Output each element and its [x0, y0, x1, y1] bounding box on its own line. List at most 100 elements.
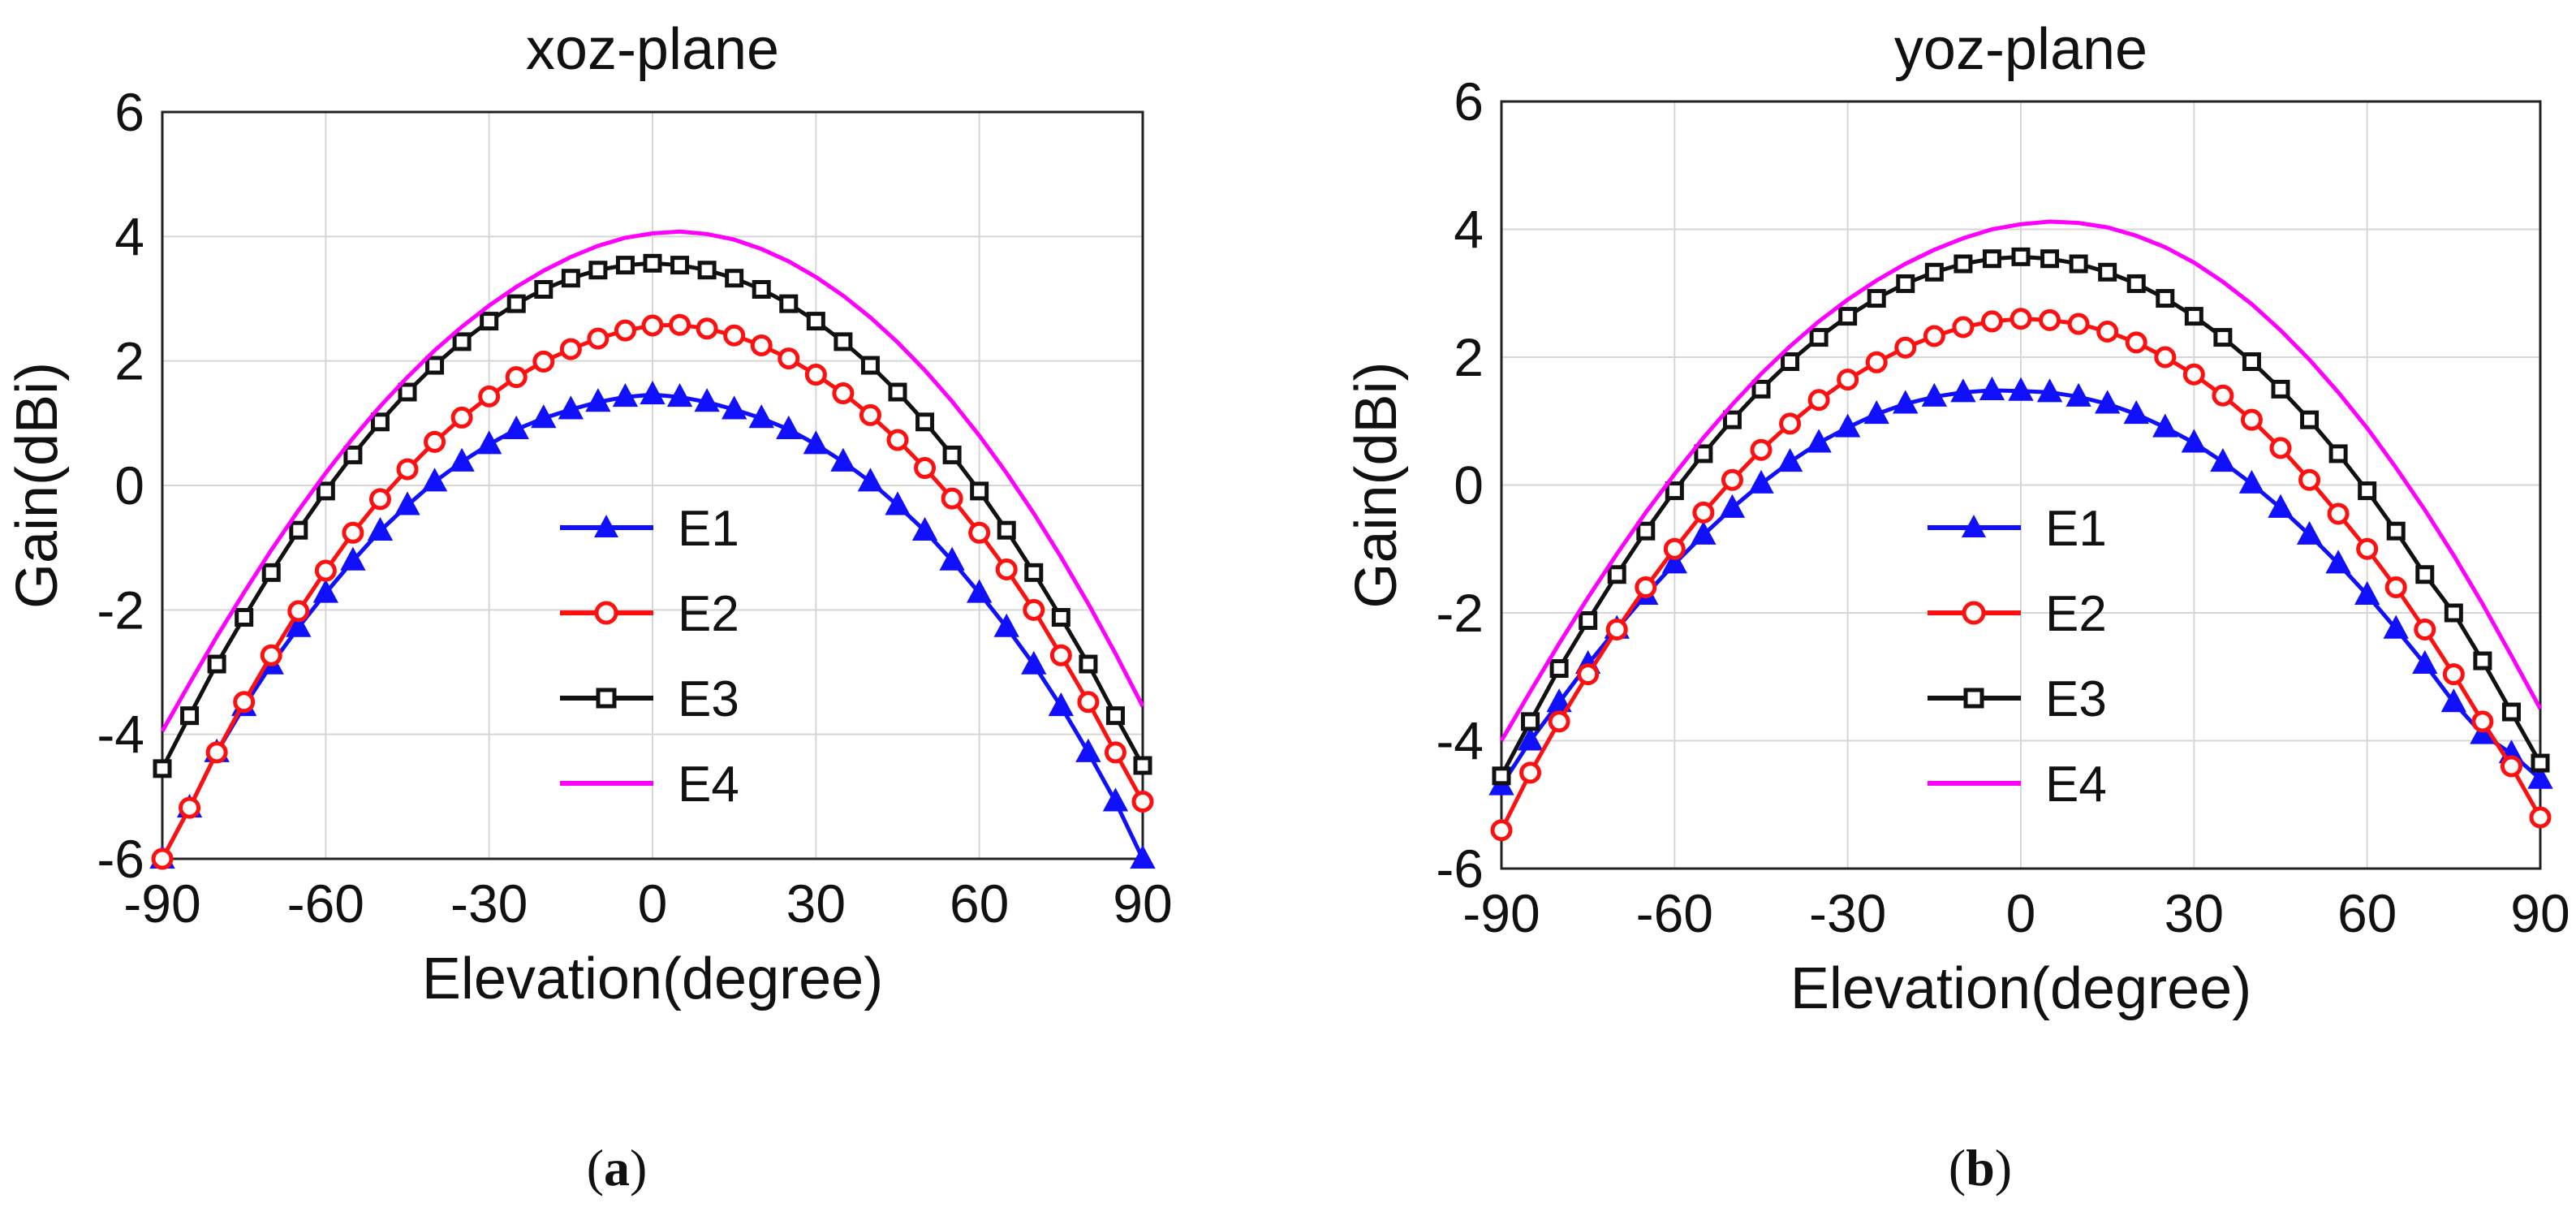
data-point-E1 — [367, 516, 394, 541]
data-point-E2 — [1692, 501, 1715, 524]
data-point-E1 — [531, 404, 557, 429]
data-point-E1 — [1950, 378, 1976, 403]
data-point-E2 — [1779, 412, 1802, 435]
data-point-E2 — [2356, 537, 2379, 560]
data-point-E3 — [1579, 610, 1598, 630]
series-line-E4 — [1499, 219, 2543, 742]
data-point-E1 — [2094, 390, 2121, 414]
data-point-E1 — [1777, 448, 1803, 472]
data-point-E1 — [1863, 399, 1889, 425]
data-point-E2 — [2212, 384, 2234, 407]
data-point-E1 — [2383, 614, 2409, 639]
data-point-E3 — [970, 481, 989, 501]
data-point-E3 — [316, 481, 335, 501]
x-tick-label: -60 — [287, 873, 364, 934]
data-point-E3 — [2386, 521, 2406, 541]
legend-label: E1 — [678, 501, 739, 557]
data-point-E3 — [2358, 481, 2377, 501]
data-point-E3 — [452, 332, 472, 351]
data-point-E3 — [942, 445, 962, 464]
data-point-E3 — [915, 412, 935, 432]
legend-item-E2: E2 — [560, 586, 739, 642]
data-point-E2 — [2500, 755, 2522, 778]
y-tick-label: -4 — [1436, 711, 1484, 771]
data-point-E2 — [614, 319, 636, 342]
data-point-E2 — [368, 488, 391, 511]
data-point-E1 — [885, 491, 911, 515]
data-point-E1 — [1661, 550, 1688, 574]
data-point-E2 — [1077, 691, 1100, 714]
data-point-E2 — [1923, 325, 1945, 347]
y-tick-label: 4 — [114, 206, 144, 266]
data-point-E2 — [1865, 351, 1888, 373]
data-point-E3 — [2415, 565, 2435, 584]
caption-paren-close: ) — [630, 1139, 647, 1197]
y-axis-label: Gain(dBi) — [1344, 361, 1409, 608]
series-line-E4 — [160, 229, 1145, 733]
data-point-E1 — [1748, 469, 1774, 494]
data-point-E2 — [669, 313, 691, 336]
plot-frame — [161, 110, 1144, 860]
data-point-E1 — [666, 383, 693, 407]
data-point-E1 — [503, 415, 529, 439]
data-point-E2 — [696, 317, 718, 340]
data-point-E3 — [506, 294, 526, 313]
x-tick-label: 30 — [786, 873, 846, 934]
legend-label: E3 — [2045, 671, 2107, 727]
data-point-E2 — [641, 314, 664, 337]
data-point-E2 — [723, 324, 746, 347]
data-point-E3 — [2126, 274, 2146, 293]
data-point-E2 — [505, 366, 528, 389]
data-point-E2 — [2384, 576, 2407, 598]
data-point-E1 — [2238, 469, 2265, 494]
data-point-E1 — [1517, 727, 1544, 751]
data-point-E3 — [779, 294, 799, 313]
data-point-E1 — [911, 516, 938, 541]
data-point-E2 — [2442, 663, 2465, 686]
data-point-E2 — [587, 327, 610, 350]
data-point-E1 — [449, 447, 475, 472]
y-tick-label: -2 — [1436, 583, 1484, 643]
data-point-E1 — [585, 388, 611, 412]
data-point-E3 — [2242, 352, 2261, 372]
plot-frame — [1500, 100, 2542, 870]
data-point-E1 — [2008, 377, 2034, 401]
data-point-E3 — [1133, 756, 1152, 775]
data-point-E2 — [2240, 408, 2263, 431]
data-point-E2 — [1131, 790, 1154, 813]
data-point-E2 — [287, 600, 310, 623]
data-point-E2 — [1023, 598, 1045, 621]
data-point-E1 — [2412, 649, 2438, 674]
legend-label: E2 — [678, 586, 739, 642]
legend-marker — [594, 515, 618, 537]
data-point-E3 — [561, 269, 580, 288]
data-point-E3 — [1867, 289, 1886, 308]
data-point-E3 — [207, 654, 226, 674]
data-point-E3 — [1051, 608, 1070, 627]
data-point-E2 — [1104, 741, 1126, 764]
data-point-E3 — [2271, 379, 2290, 399]
data-point-E2 — [1837, 369, 1859, 391]
x-tick-label: -30 — [1809, 883, 1886, 943]
chart-panel-a: -90 -60 -30 0 30 60 90 6 4 2 0 -2 -4 -6 E1 E2 E3 E4 xoz-pl… — [5, 17, 1173, 1197]
y-tick-label: 6 — [1454, 71, 1484, 132]
data-point-E3 — [2011, 247, 2031, 266]
data-point-E2 — [424, 430, 446, 453]
legend-marker — [1962, 601, 1986, 625]
data-point-E1 — [2210, 448, 2236, 472]
data-point-E3 — [2501, 702, 2521, 722]
data-point-E2 — [342, 521, 364, 544]
data-point-E2 — [1721, 468, 1743, 491]
data-point-E1 — [857, 468, 884, 492]
y-tick-label: 4 — [1454, 200, 1484, 260]
y-tick-label: -6 — [97, 829, 144, 889]
data-point-E1 — [830, 447, 856, 472]
data-point-E3 — [670, 256, 690, 275]
data-point-E2 — [1519, 761, 1542, 784]
data-point-E3 — [425, 356, 445, 375]
y-tick-label: 0 — [114, 455, 144, 515]
data-point-E2 — [1750, 438, 1773, 461]
data-point-E1 — [1021, 650, 1047, 675]
data-point-E3 — [643, 253, 662, 273]
